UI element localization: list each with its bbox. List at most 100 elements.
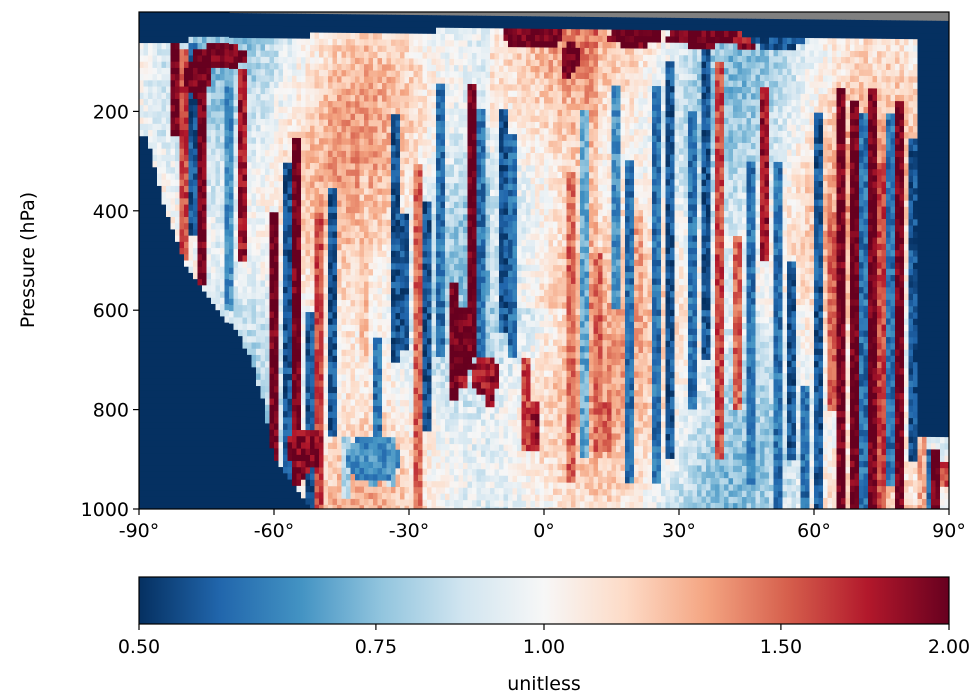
heatmap-cell bbox=[305, 125, 311, 133]
heatmap-cell bbox=[197, 49, 203, 57]
heatmap-cell bbox=[287, 485, 293, 493]
heatmap-cell bbox=[287, 392, 293, 400]
heatmap-cell bbox=[310, 399, 316, 406]
heatmap-cell bbox=[346, 82, 352, 90]
heatmap-cell bbox=[314, 368, 320, 375]
heatmap-cell bbox=[157, 192, 163, 199]
heatmap-cell bbox=[278, 417, 284, 425]
heatmap-cell bbox=[364, 449, 370, 457]
heatmap-cell bbox=[413, 362, 419, 370]
heatmap-cell bbox=[278, 230, 284, 238]
heatmap-cell bbox=[319, 305, 325, 313]
heatmap-cell bbox=[418, 164, 424, 171]
heatmap-cell bbox=[278, 336, 284, 344]
heatmap-cell bbox=[292, 268, 298, 276]
heatmap-cell bbox=[409, 325, 415, 333]
heatmap-cell bbox=[395, 52, 401, 59]
heatmap-cell bbox=[368, 151, 374, 159]
heatmap-cell bbox=[319, 32, 325, 40]
heatmap-cell bbox=[301, 162, 307, 170]
heatmap-cell bbox=[296, 467, 302, 475]
heatmap-cell bbox=[193, 266, 199, 274]
heatmap-cell bbox=[337, 486, 343, 494]
heatmap-cell bbox=[292, 113, 298, 120]
heatmap-cell bbox=[346, 349, 352, 357]
heatmap-cell bbox=[139, 502, 145, 509]
heatmap-cell bbox=[287, 175, 293, 182]
heatmap-cell bbox=[337, 26, 343, 34]
heatmap-cell bbox=[278, 274, 284, 282]
heatmap-cell bbox=[341, 405, 347, 413]
heatmap-cell bbox=[143, 310, 149, 318]
heatmap-cell bbox=[323, 312, 329, 320]
heatmap-cell bbox=[265, 100, 271, 108]
heatmap-cell bbox=[152, 310, 158, 318]
heatmap-cell bbox=[256, 330, 262, 337]
heatmap-cell bbox=[193, 192, 199, 199]
heatmap-cell bbox=[413, 176, 419, 184]
heatmap-cell bbox=[166, 415, 172, 423]
heatmap-cell bbox=[355, 331, 361, 339]
heatmap-cell bbox=[355, 467, 361, 475]
heatmap-cell bbox=[175, 185, 181, 193]
heatmap-cell bbox=[188, 74, 194, 81]
heatmap-cell bbox=[152, 117, 158, 125]
heatmap-cell bbox=[251, 267, 257, 275]
heatmap-cell bbox=[413, 188, 419, 196]
heatmap-cell bbox=[274, 380, 280, 387]
heatmap-cell bbox=[283, 162, 289, 170]
heatmap-cell bbox=[391, 238, 397, 246]
heatmap-cell bbox=[400, 263, 406, 271]
heatmap-cell bbox=[278, 504, 284, 509]
heatmap-cell bbox=[310, 386, 316, 394]
heatmap-cell bbox=[256, 62, 262, 70]
heatmap-cell bbox=[418, 226, 424, 234]
heatmap-cell bbox=[242, 348, 248, 356]
heatmap-cell bbox=[157, 36, 163, 44]
heatmap-cell bbox=[197, 378, 203, 386]
heatmap-cell bbox=[323, 163, 329, 170]
heatmap-cell bbox=[409, 449, 415, 457]
heatmap-cell bbox=[206, 440, 212, 448]
heatmap-cell bbox=[400, 83, 406, 91]
heatmap-cell bbox=[175, 117, 181, 125]
heatmap-cell bbox=[373, 499, 379, 506]
heatmap-cell bbox=[166, 297, 172, 305]
heatmap-cell bbox=[139, 353, 145, 361]
heatmap-cell bbox=[386, 64, 392, 72]
heatmap-cell bbox=[391, 275, 397, 283]
heatmap-cell bbox=[346, 418, 352, 425]
heatmap-cell bbox=[274, 386, 280, 394]
heatmap-cell bbox=[332, 94, 338, 102]
heatmap-cell bbox=[220, 30, 226, 38]
heatmap-cell bbox=[314, 486, 320, 493]
heatmap-cell bbox=[139, 30, 145, 38]
heatmap-cell bbox=[179, 465, 185, 473]
heatmap-cell bbox=[323, 386, 329, 394]
heatmap-cell bbox=[265, 168, 271, 176]
heatmap-cell bbox=[278, 181, 284, 189]
heatmap-cell bbox=[296, 187, 302, 195]
heatmap-cell bbox=[337, 461, 343, 469]
heatmap-cell bbox=[373, 356, 379, 364]
heatmap-cell bbox=[143, 61, 149, 69]
heatmap-cell bbox=[391, 424, 397, 432]
heatmap-cell bbox=[220, 235, 226, 243]
heatmap-cell bbox=[193, 30, 199, 38]
heatmap-cell bbox=[242, 267, 248, 275]
heatmap-cell bbox=[359, 269, 365, 276]
heatmap-cell bbox=[391, 437, 397, 445]
heatmap-cell bbox=[310, 448, 316, 456]
heatmap-cell bbox=[161, 55, 167, 63]
heatmap-cell bbox=[364, 331, 370, 339]
heatmap-cell bbox=[211, 347, 217, 355]
heatmap-cell bbox=[224, 98, 230, 106]
heatmap-cell bbox=[332, 449, 338, 456]
heatmap-cell bbox=[287, 280, 293, 288]
heatmap-cell bbox=[211, 235, 217, 243]
heatmap-cell bbox=[238, 404, 244, 412]
heatmap-cell bbox=[206, 459, 212, 467]
heatmap-cell bbox=[278, 38, 284, 46]
heatmap-cell bbox=[197, 310, 203, 318]
heatmap-cell bbox=[224, 428, 230, 436]
